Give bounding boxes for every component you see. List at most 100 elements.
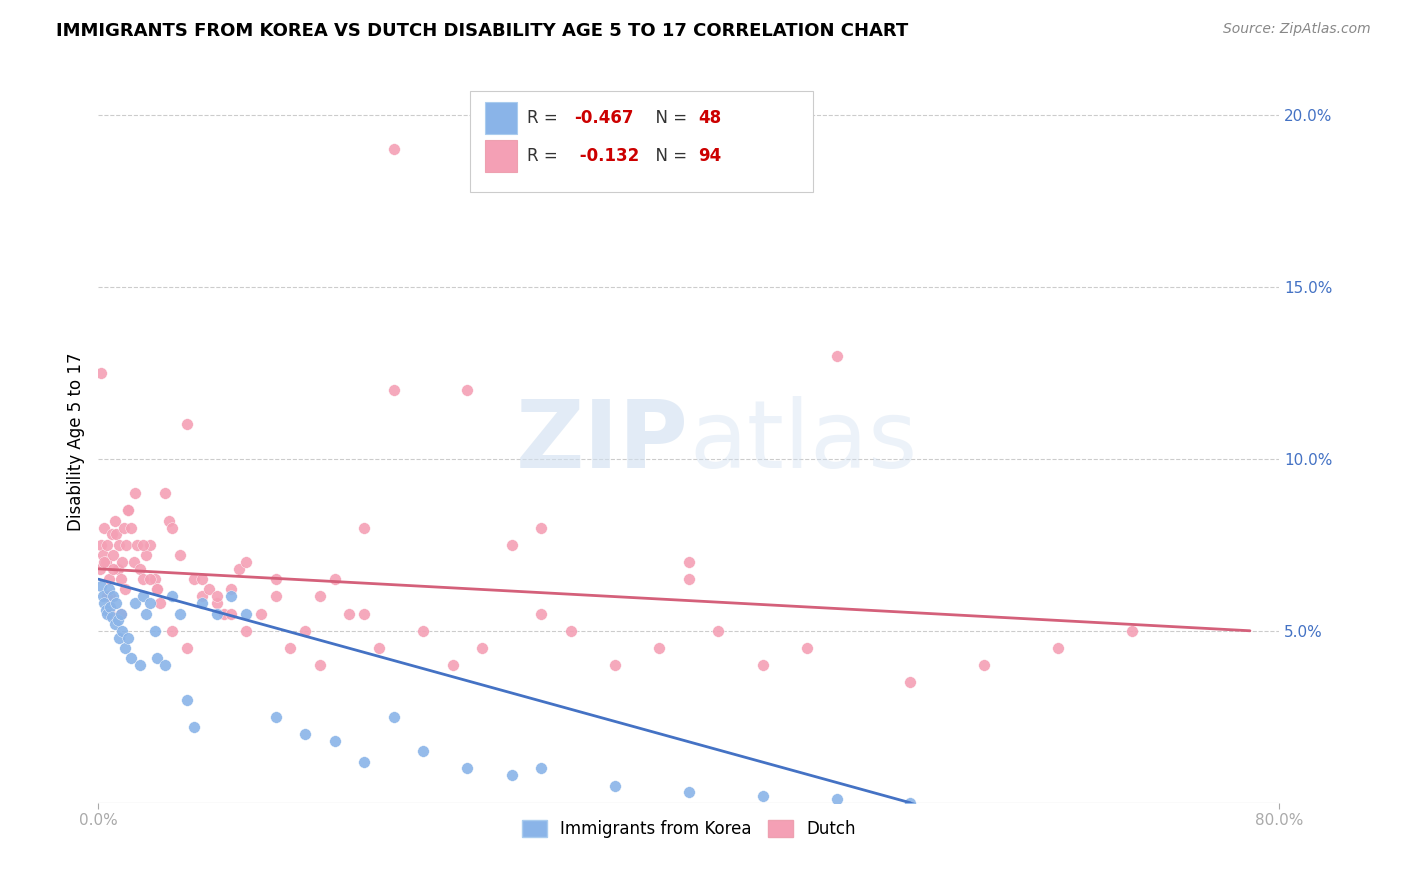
Point [94, 555, 117, 569]
Point [212, 607, 235, 621]
Point [90, 366, 112, 380]
Point [143, 624, 166, 638]
Point [149, 596, 172, 610]
Point [98, 590, 121, 604]
Point [114, 640, 136, 655]
Point [560, 624, 582, 638]
Point [501, 768, 523, 782]
Point [353, 755, 375, 769]
Point [107, 614, 129, 628]
Legend: Immigrants from Korea, Dutch: Immigrants from Korea, Dutch [515, 814, 863, 845]
Text: atlas: atlas [689, 395, 917, 488]
Point [471, 640, 494, 655]
Point [205, 590, 228, 604]
Point [135, 607, 157, 621]
Point [796, 640, 818, 655]
Point [97, 582, 120, 597]
Point [678, 785, 700, 799]
Point [752, 658, 775, 673]
Point [183, 720, 205, 734]
Point [93, 596, 115, 610]
Point [108, 631, 131, 645]
Point [112, 520, 135, 534]
Point [169, 607, 191, 621]
Point [139, 572, 162, 586]
Point [412, 624, 434, 638]
Point [605, 658, 627, 673]
Point [100, 610, 122, 624]
Point [382, 383, 405, 397]
Point [191, 590, 214, 604]
Point [105, 527, 128, 541]
Point [825, 349, 848, 363]
Point [122, 555, 145, 569]
Point [124, 486, 146, 500]
Text: R =: R = [527, 147, 564, 165]
Text: 94: 94 [699, 147, 721, 165]
FancyBboxPatch shape [485, 102, 516, 134]
Point [104, 616, 127, 631]
Point [146, 582, 169, 597]
Point [900, 796, 922, 810]
Point [169, 548, 191, 562]
Point [648, 640, 671, 655]
Point [353, 520, 375, 534]
Point [93, 520, 115, 534]
Point [162, 590, 183, 604]
Point [205, 596, 228, 610]
Point [90, 538, 112, 552]
Point [91, 548, 114, 562]
Point [128, 658, 150, 673]
Point [221, 607, 243, 621]
Point [110, 572, 132, 586]
Point [98, 607, 121, 621]
Point [198, 582, 221, 597]
Point [294, 727, 316, 741]
Point [973, 658, 995, 673]
Point [107, 562, 129, 576]
Point [91, 590, 114, 604]
Point [191, 572, 214, 586]
Point [132, 572, 155, 586]
Point [176, 640, 198, 655]
Point [162, 520, 183, 534]
Point [294, 624, 316, 638]
Point [264, 710, 287, 724]
Point [382, 710, 405, 724]
Point [103, 548, 125, 562]
Point [264, 590, 287, 604]
Point [501, 538, 523, 552]
Point [264, 572, 287, 586]
Point [605, 779, 627, 793]
Point [441, 658, 464, 673]
Point [153, 486, 176, 500]
Point [105, 596, 128, 610]
Point [221, 590, 243, 604]
Point [678, 572, 700, 586]
Point [235, 624, 257, 638]
Point [153, 658, 176, 673]
Point [132, 538, 155, 552]
Point [228, 562, 250, 576]
Point [221, 582, 243, 597]
Text: -0.132: -0.132 [575, 147, 640, 165]
Point [353, 607, 375, 621]
Text: ZIP: ZIP [516, 395, 689, 488]
Point [114, 582, 136, 597]
Point [108, 538, 131, 552]
Point [117, 503, 139, 517]
Text: 48: 48 [699, 109, 721, 127]
FancyBboxPatch shape [471, 91, 813, 193]
Point [368, 640, 391, 655]
Point [678, 555, 700, 569]
Point [457, 383, 479, 397]
Point [115, 538, 138, 552]
Point [530, 761, 553, 775]
Text: IMMIGRANTS FROM KOREA VS DUTCH DISABILITY AGE 5 TO 17 CORRELATION CHART: IMMIGRANTS FROM KOREA VS DUTCH DISABILIT… [56, 22, 908, 40]
Point [176, 692, 198, 706]
Point [382, 142, 405, 156]
Point [125, 538, 148, 552]
Point [103, 590, 125, 604]
Text: -0.467: -0.467 [575, 109, 634, 127]
Point [128, 562, 150, 576]
